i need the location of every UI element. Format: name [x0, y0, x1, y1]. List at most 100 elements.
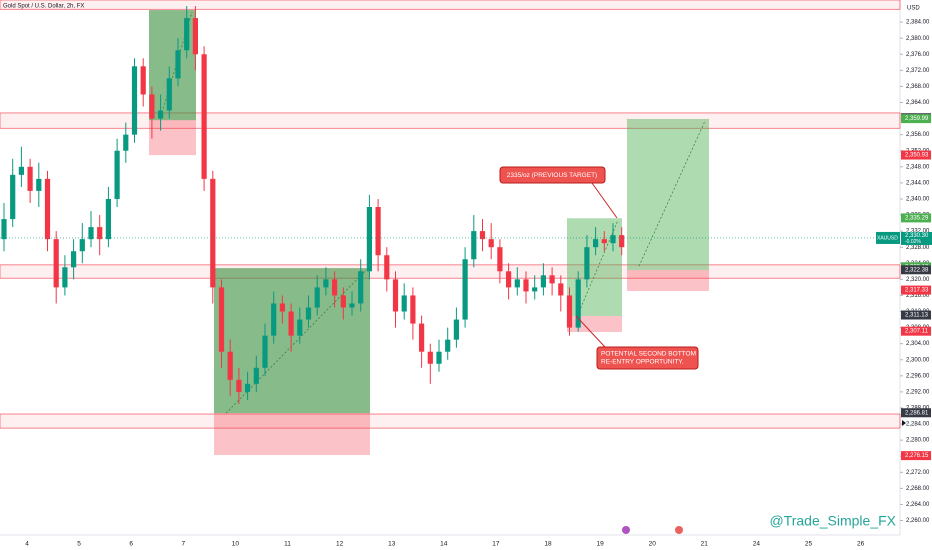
candle-body — [366, 207, 372, 272]
price-tag-label: 2,322.38 — [905, 267, 929, 273]
candle-body — [210, 178, 216, 288]
candle-body — [62, 267, 68, 288]
candle-body — [566, 295, 573, 328]
target-box — [567, 218, 622, 316]
candle-body — [392, 279, 399, 312]
event-icon[interactable] — [622, 526, 630, 534]
y-tick-label: 2,364.00 — [906, 100, 930, 106]
y-tick-label: 2,356.00 — [906, 132, 930, 138]
event-icon[interactable] — [675, 526, 683, 534]
candle-body — [340, 295, 346, 308]
callout-box — [596, 346, 699, 370]
candle-body — [192, 18, 198, 55]
x-tick-label: 6 — [129, 541, 133, 548]
y-tick-label: 2,264.00 — [906, 502, 930, 508]
x-tick-label: 12 — [336, 541, 344, 548]
callout-pointer — [575, 315, 606, 348]
y-tick-label: 2,368.00 — [906, 84, 930, 90]
callout-text: 2335/oz (PREVIOUS TARGET) — [507, 172, 597, 179]
candle-body — [44, 178, 51, 240]
candle-body — [558, 283, 564, 296]
price-tag — [901, 310, 931, 320]
candle-body — [332, 279, 338, 296]
price-tag-label: 2,335.29 — [905, 215, 929, 221]
y-tick-label: 2,384.00 — [906, 20, 930, 26]
candle-body — [140, 66, 146, 95]
candle-body — [462, 259, 468, 320]
y-tick-label: 2,320.00 — [906, 277, 930, 283]
candle-body — [201, 54, 207, 179]
watermark: @Trade_Simple_FX — [769, 513, 896, 529]
candle-body — [375, 207, 381, 256]
candle-body — [471, 231, 477, 260]
x-tick-label: 21 — [701, 541, 709, 548]
y-tick-label: 2,272.00 — [906, 470, 930, 476]
candle-body — [88, 227, 94, 240]
candle-body — [601, 239, 607, 244]
x-tick-label: 7 — [181, 541, 185, 548]
candle-body — [540, 275, 546, 288]
y-tick-label: 2,280.00 — [906, 438, 930, 444]
axis-marker — [902, 420, 906, 426]
zones-layer — [0, 0, 901, 456]
price-tag — [901, 326, 931, 336]
stop-box — [567, 315, 622, 333]
axis-layer: 2,260.002,264.002,268.002,272.002,276.00… — [0, 20, 932, 548]
candle-body — [619, 235, 625, 248]
candle-body — [123, 134, 129, 151]
candle-body — [445, 339, 451, 352]
candle-body — [114, 150, 120, 199]
candle-body — [184, 18, 190, 51]
last-price-label: 2,330.30 — [905, 233, 929, 239]
sr-zone — [0, 264, 901, 279]
candle-body — [323, 279, 329, 288]
candle-body — [18, 166, 24, 175]
candle-body — [488, 239, 494, 248]
candle-body — [584, 247, 590, 280]
price-tag-label: 2,307.11 — [905, 329, 929, 335]
y-tick-label: 2,332.00 — [906, 229, 930, 235]
candle-body — [227, 351, 233, 380]
y-tick-label: 2,284.00 — [906, 422, 930, 428]
candle-body — [271, 303, 277, 336]
candle-body — [245, 383, 251, 392]
candle-body — [53, 239, 59, 288]
y-tick-label: 2,260.00 — [906, 518, 930, 524]
y-tick-label: 2,344.00 — [906, 180, 930, 186]
price-tag-label: 2,317.33 — [905, 288, 929, 294]
candle-body — [506, 271, 512, 288]
price-tag — [901, 451, 931, 461]
callout-text: RE-ENTRY OPPORTUNITY. — [601, 359, 684, 366]
x-tick-label: 14 — [440, 541, 448, 548]
stop-box — [149, 120, 196, 156]
x-tick-label: 25 — [805, 541, 813, 548]
candle-body — [305, 307, 312, 320]
candle-body — [523, 279, 529, 292]
last-price-change: -0.02% — [905, 239, 921, 245]
position-path — [578, 220, 619, 313]
x-tick-label: 4 — [25, 541, 29, 548]
y-tick-label: 2,328.00 — [906, 245, 930, 251]
y-tick-label: 2,316.00 — [906, 293, 930, 299]
candle-body — [166, 78, 172, 111]
candle-body — [479, 231, 486, 240]
x-tick-label: 18 — [544, 541, 552, 548]
y-tick-label: 2,372.00 — [906, 68, 930, 74]
y-tick-label: 2,296.00 — [906, 373, 930, 379]
candle-body — [549, 275, 555, 284]
candle-body — [497, 247, 503, 272]
last-price-tag — [876, 231, 900, 244]
stop-box — [214, 413, 370, 456]
price-tag — [901, 265, 931, 275]
currency-label: USD — [907, 6, 920, 12]
price-tag-label: 2,359.99 — [905, 116, 929, 122]
candle-body — [71, 251, 77, 268]
candle-body — [262, 335, 268, 368]
candles-layer — [1, 6, 625, 404]
x-tick-label: 17 — [492, 541, 500, 548]
y-tick-label: 2,304.00 — [906, 341, 930, 347]
candle-body — [1, 219, 7, 240]
candle-body — [236, 379, 242, 392]
x-tick-label: 13 — [388, 541, 396, 548]
